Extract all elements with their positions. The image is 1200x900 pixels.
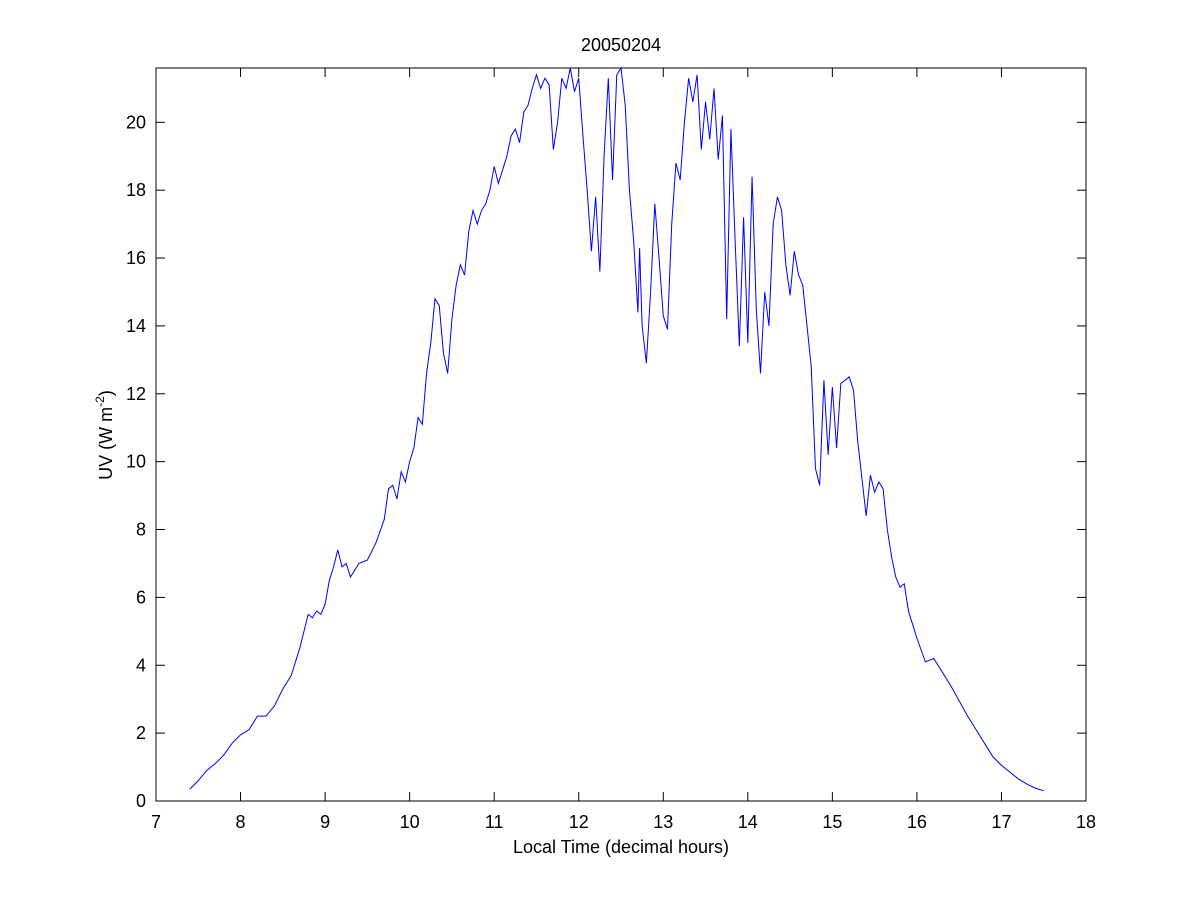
x-tick-label: 18: [1076, 812, 1096, 832]
y-label-text: UV (W m: [96, 407, 116, 480]
x-tick-label: 13: [653, 812, 673, 832]
x-tick-label: 17: [991, 812, 1011, 832]
y-label-end: ): [96, 390, 116, 396]
x-axis-label: Local Time (decimal hours): [513, 837, 729, 857]
y-tick-label: 0: [136, 791, 146, 811]
x-tick-label: 9: [320, 812, 330, 832]
x-tick-label: 11: [485, 812, 504, 832]
x-tick-label: 15: [822, 812, 842, 832]
y-tick-label: 10: [126, 452, 146, 472]
y-label-sup: -2: [93, 396, 107, 407]
data-line: [189, 66, 1044, 792]
x-tick-label: 12: [569, 812, 589, 832]
x-tick-label: 7: [151, 812, 161, 832]
y-axis-label: UV (W m-2): [93, 390, 116, 480]
y-tick-label: 14: [126, 316, 146, 336]
y-tick-label: 16: [126, 248, 146, 268]
y-tick-label: 4: [136, 655, 146, 675]
y-tick-label: 2: [136, 723, 146, 743]
y-tick-label: 12: [126, 384, 146, 404]
y-tick-label: 20: [126, 112, 146, 132]
x-tick-label: 10: [400, 812, 420, 832]
x-tick-label: 8: [236, 812, 246, 832]
y-tick-label: 18: [126, 180, 146, 200]
y-tick-label: 8: [136, 520, 146, 540]
x-tick-label: 14: [738, 812, 758, 832]
x-tick-label: 16: [907, 812, 927, 832]
y-tick-label: 6: [136, 587, 146, 607]
chart-title: 20050204: [581, 35, 661, 55]
